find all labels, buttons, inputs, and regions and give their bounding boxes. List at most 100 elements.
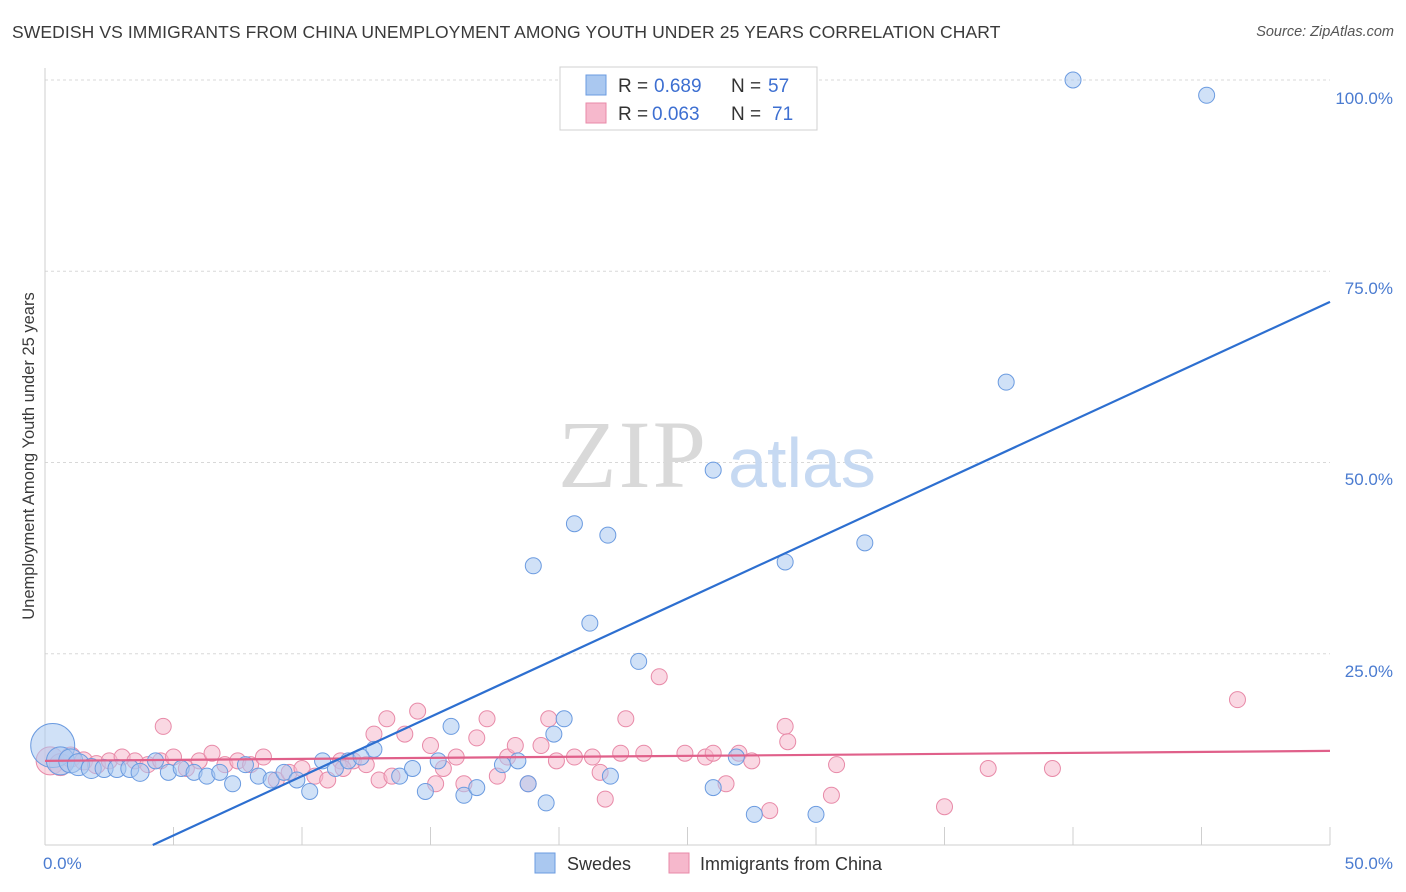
swedes-point-53	[856, 534, 874, 552]
legend-n-value-swedes: 57	[768, 76, 789, 97]
swedes-point-43	[601, 767, 619, 785]
swedes-point-21	[301, 782, 319, 800]
swedes-point-37	[524, 557, 542, 575]
swedes-points	[30, 71, 1216, 823]
swedes-point-34	[493, 756, 511, 774]
legend-r-value-china: 0.063	[652, 104, 700, 125]
swedes-point-47	[704, 779, 722, 797]
legend-swatch-china	[585, 102, 607, 124]
china-point-14	[203, 744, 221, 762]
series-legend: Swedes Immigrants from China	[534, 852, 883, 874]
china-point-42	[506, 737, 524, 755]
china-point-38	[468, 729, 486, 747]
swedes-point-42	[581, 614, 599, 632]
china-point-45	[540, 710, 558, 728]
china-point-10	[154, 717, 172, 735]
china-point-53	[635, 744, 653, 762]
y-tick-label-2: 75.0%	[1345, 279, 1393, 298]
china-point-39	[478, 710, 496, 728]
swedes-point-27	[391, 767, 409, 785]
y-tick-label-0: 25.0%	[1345, 662, 1393, 681]
x-tick-label-0: 0.0%	[43, 854, 82, 873]
swedes-point-31	[442, 717, 460, 735]
china-point-52	[617, 710, 635, 728]
watermark-zip: ZIP	[558, 401, 708, 508]
bottom-legend-swatch-china	[668, 852, 690, 874]
china-point-64	[822, 786, 840, 804]
swedes-point-33	[468, 779, 486, 797]
correlation-legend: R = 0.689 N = 57 R = 0.063 N = 71	[559, 66, 818, 131]
china-point-66	[936, 798, 953, 816]
swedes-point-32	[455, 786, 473, 804]
swedes-point-19	[275, 763, 293, 781]
trend-lines	[44, 300, 1331, 846]
swedes-point-36	[519, 775, 537, 793]
china-point-57	[704, 744, 722, 762]
swedes-point-35	[509, 752, 527, 770]
swedes-point-14	[211, 763, 229, 781]
china-point-67	[979, 760, 997, 777]
y-tick-labels: 25.0% 50.0% 75.0% 100.0%	[1335, 89, 1393, 681]
swedes-point-16	[236, 756, 254, 774]
swedes-point-45	[630, 652, 648, 670]
legend-swatch-swedes	[585, 74, 607, 96]
swedes-point-15	[224, 775, 242, 793]
legend-r-value-swedes: 0.689	[654, 76, 702, 97]
swedes-point-41	[565, 515, 583, 533]
source-credit: Source: ZipAtlas.com	[1256, 24, 1394, 40]
china-points	[35, 668, 1246, 820]
swedes-trend-line	[152, 300, 1331, 846]
y-tick-label-3: 100.0%	[1335, 89, 1393, 108]
swedes-point-46	[704, 461, 722, 479]
x-tick-labels: 0.0% 50.0%	[43, 854, 1393, 873]
china-trend-line	[44, 749, 1331, 762]
legend-n-label-china: N =	[731, 104, 761, 125]
swedes-point-29	[416, 782, 434, 800]
swedes-point-54	[997, 373, 1015, 391]
bottom-legend-label-swedes: Swedes	[567, 854, 631, 874]
china-point-32	[409, 702, 427, 720]
y-axis-label: Unemployment Among Youth under 25 years	[20, 292, 38, 619]
china-point-65	[828, 756, 846, 774]
china-point-61	[761, 802, 779, 820]
china-point-51	[612, 744, 630, 762]
gridlines	[45, 79, 1330, 655]
china-point-68	[1043, 760, 1061, 777]
china-point-69	[1228, 691, 1246, 709]
swedes-point-56	[1198, 86, 1216, 104]
bottom-legend-swatch-swedes	[534, 852, 556, 874]
swedes-point-55	[1064, 71, 1082, 89]
china-point-55	[676, 744, 694, 762]
china-point-54	[650, 668, 668, 686]
china-point-46	[547, 752, 565, 770]
y-tick-label-1: 50.0%	[1345, 470, 1393, 489]
swedes-point-40	[555, 710, 573, 728]
axes	[44, 68, 1331, 846]
swedes-point-49	[745, 805, 763, 823]
swedes-point-28	[404, 760, 422, 777]
legend-n-value-china: 71	[772, 104, 793, 125]
china-point-62	[776, 717, 794, 735]
china-point-44	[532, 737, 550, 755]
china-point-33	[422, 737, 439, 755]
china-point-50	[596, 790, 614, 808]
legend-r-label-china: R =	[618, 104, 648, 125]
swedes-point-48	[727, 748, 745, 766]
swedes-point-44	[599, 526, 617, 544]
swedes-point-52	[807, 805, 825, 823]
china-point-18	[254, 748, 272, 766]
watermark-atlas: atlas	[728, 424, 876, 502]
x-tick-label-1: 50.0%	[1345, 854, 1393, 873]
legend-n-label-swedes: N =	[731, 76, 761, 97]
china-point-29	[378, 710, 396, 728]
swedes-point-39	[545, 725, 563, 743]
china-point-63	[779, 733, 797, 751]
chart-title: SWEDISH VS IMMIGRANTS FROM CHINA UNEMPLO…	[12, 22, 1001, 42]
swedes-point-30	[429, 752, 447, 770]
legend-r-label-swedes: R =	[618, 76, 648, 97]
swedes-point-8	[130, 762, 150, 782]
swedes-point-18	[262, 771, 280, 789]
bottom-legend-label-china: Immigrants from China	[700, 854, 883, 874]
swedes-point-38	[537, 794, 555, 812]
